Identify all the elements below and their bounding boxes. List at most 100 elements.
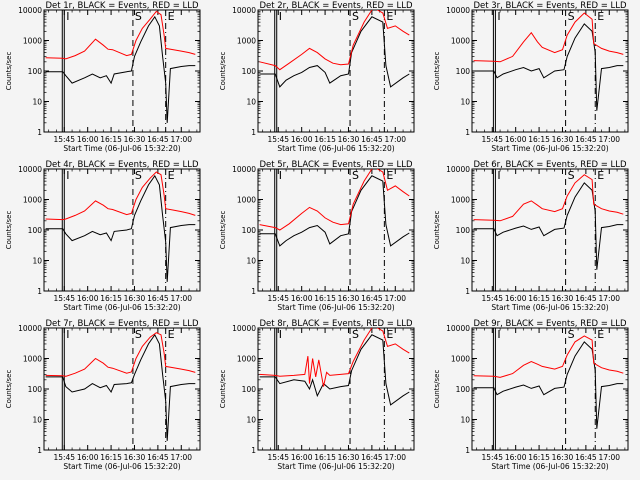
x-tick-label: 15:45 bbox=[267, 135, 289, 144]
y-tick-label: 1 bbox=[251, 446, 256, 455]
x-tick-label: 15:45 bbox=[267, 453, 289, 462]
x-tick-label: 16:00 bbox=[505, 294, 527, 303]
marker-label: E bbox=[168, 169, 175, 182]
marker-label: S bbox=[568, 169, 575, 182]
marker-label: E bbox=[168, 328, 175, 341]
x-tick-label: 16:30 bbox=[124, 294, 146, 303]
series-lld-line bbox=[259, 328, 410, 387]
x-tick-label: 16:45 bbox=[575, 135, 597, 144]
y-axis-label: Counts/sec bbox=[5, 52, 13, 91]
x-tick-label: 17:00 bbox=[170, 294, 192, 303]
series-events-line bbox=[45, 333, 196, 441]
series-lld-line bbox=[45, 171, 196, 221]
x-tick-label: 17:00 bbox=[598, 135, 620, 144]
y-tick-label: 10000 bbox=[446, 165, 470, 174]
x-tick-label: 16:00 bbox=[291, 453, 313, 462]
panel-det-5r: Det 5r, BLACK = Events, RED = LLD 1 10 100 1… bbox=[219, 160, 415, 312]
panel-title: Det 1r, BLACK = Events, RED = LLD bbox=[45, 1, 199, 11]
x-axis-label: Start Time (06-Jul-06 15:32:20) bbox=[491, 144, 608, 153]
x-tick-label: 15:45 bbox=[481, 453, 503, 462]
y-axis-label: Counts/sec bbox=[433, 211, 441, 250]
y-tick-label: 100 bbox=[242, 226, 257, 235]
marker-label: E bbox=[386, 10, 393, 23]
y-tick-label: 100 bbox=[242, 67, 257, 76]
x-tick-label: 16:00 bbox=[505, 135, 527, 144]
panel-title: Det 8r, BLACK = Events, RED = LLD bbox=[259, 319, 413, 329]
y-tick-label: 1000 bbox=[237, 196, 256, 205]
y-tick-label: 10000 bbox=[232, 324, 256, 333]
x-axis-label: Start Time (06-Jul-06 15:32:20) bbox=[277, 462, 394, 471]
x-tick-label: 17:00 bbox=[170, 135, 192, 144]
series-events-line bbox=[259, 16, 410, 88]
marker-label: I bbox=[66, 10, 69, 23]
x-tick-label: 16:45 bbox=[575, 294, 597, 303]
y-tick-label: 10 bbox=[32, 257, 42, 266]
x-tick-label: 17:00 bbox=[170, 453, 192, 462]
x-tick-label: 16:45 bbox=[147, 453, 169, 462]
panel-det-2r: Det 2r, BLACK = Events, RED = LLD 1 10 100 1… bbox=[219, 1, 415, 153]
series-events-line bbox=[473, 341, 624, 429]
x-tick-label: 16:00 bbox=[291, 294, 313, 303]
y-tick-label: 10000 bbox=[232, 165, 256, 174]
y-tick-label: 100 bbox=[456, 385, 471, 394]
y-axis-label: Counts/sec bbox=[219, 52, 227, 91]
x-tick-label: 15:45 bbox=[53, 294, 75, 303]
series-lld-line bbox=[259, 169, 410, 231]
y-axis-label: Counts/sec bbox=[433, 370, 441, 409]
x-tick-label: 15:45 bbox=[481, 135, 503, 144]
x-tick-label: 16:45 bbox=[361, 294, 383, 303]
panel-title: Det 5r, BLACK = Events, RED = LLD bbox=[259, 160, 413, 170]
x-tick-label: 16:45 bbox=[147, 135, 169, 144]
series-lld-line bbox=[259, 10, 410, 71]
x-axis-label: Start Time (06-Jul-06 15:32:20) bbox=[277, 144, 394, 153]
marker-label: S bbox=[568, 328, 575, 341]
x-tick-label: 16:45 bbox=[361, 135, 383, 144]
x-tick-label: 16:15 bbox=[100, 294, 122, 303]
y-tick-label: 10 bbox=[246, 257, 256, 266]
y-tick-label: 10 bbox=[32, 98, 42, 107]
marker-label: S bbox=[135, 10, 142, 23]
x-tick-label: 16:45 bbox=[361, 453, 383, 462]
marker-label: I bbox=[66, 328, 69, 341]
x-tick-label: 16:30 bbox=[338, 135, 360, 144]
x-tick-label: 16:30 bbox=[552, 135, 574, 144]
x-tick-label: 16:30 bbox=[124, 135, 146, 144]
x-tick-label: 16:30 bbox=[338, 453, 360, 462]
panel-title: Det 4r, BLACK = Events, RED = LLD bbox=[45, 160, 199, 170]
x-tick-label: 15:45 bbox=[53, 135, 75, 144]
y-tick-label: 10000 bbox=[18, 324, 42, 333]
series-lld-line bbox=[473, 174, 624, 222]
x-axis-label: Start Time (06-Jul-06 15:32:20) bbox=[491, 303, 608, 312]
panel-det-8r: Det 8r, BLACK = Events, RED = LLD 1 10 100 1… bbox=[219, 319, 415, 471]
x-tick-label: 16:30 bbox=[124, 453, 146, 462]
y-tick-label: 100 bbox=[456, 226, 471, 235]
y-tick-label: 1000 bbox=[23, 355, 42, 364]
x-tick-label: 16:00 bbox=[77, 294, 99, 303]
series-lld-line bbox=[473, 12, 624, 63]
x-tick-label: 16:00 bbox=[505, 453, 527, 462]
y-tick-label: 10000 bbox=[232, 6, 256, 15]
y-tick-label: 10 bbox=[246, 416, 256, 425]
panel-title: Det 7r, BLACK = Events, RED = LLD bbox=[45, 319, 199, 329]
x-tick-label: 16:30 bbox=[552, 294, 574, 303]
plot-frame bbox=[257, 327, 415, 451]
y-tick-label: 1000 bbox=[237, 355, 256, 364]
x-tick-label: 16:15 bbox=[314, 135, 336, 144]
marker-label: E bbox=[597, 10, 604, 23]
y-tick-label: 1000 bbox=[23, 37, 42, 46]
y-tick-label: 100 bbox=[28, 67, 43, 76]
y-tick-label: 10000 bbox=[446, 324, 470, 333]
x-tick-label: 15:45 bbox=[267, 294, 289, 303]
y-tick-label: 10 bbox=[460, 257, 470, 266]
x-tick-label: 16:15 bbox=[528, 135, 550, 144]
series-events-line bbox=[473, 23, 624, 111]
y-tick-label: 1 bbox=[251, 128, 256, 137]
y-tick-label: 10 bbox=[32, 416, 42, 425]
marker-label: E bbox=[597, 328, 604, 341]
y-tick-label: 1000 bbox=[451, 37, 470, 46]
marker-label: I bbox=[497, 169, 500, 182]
marker-label: I bbox=[497, 10, 500, 23]
y-tick-label: 10000 bbox=[446, 6, 470, 15]
panel-title: Det 3r, BLACK = Events, RED = LLD bbox=[473, 1, 627, 11]
